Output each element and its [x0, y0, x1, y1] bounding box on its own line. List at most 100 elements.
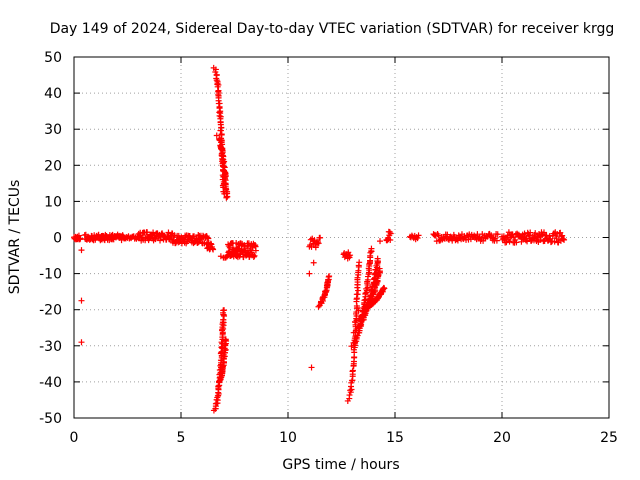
- data-point: [560, 236, 567, 243]
- data-point: [218, 344, 225, 351]
- x-tick-label: 5: [177, 430, 186, 446]
- data-point: [356, 259, 363, 266]
- x-tick-label: 0: [70, 430, 79, 446]
- data-point: [493, 237, 500, 244]
- data-point: [236, 246, 243, 253]
- data-point: [380, 284, 387, 291]
- y-tick-label: 10: [44, 194, 62, 210]
- data-point: [165, 229, 172, 236]
- y-tick-label: -10: [39, 267, 62, 283]
- x-axis-label: GPS time / hours: [282, 457, 399, 473]
- data-point: [435, 232, 442, 239]
- data-points: [71, 64, 568, 414]
- data-point: [374, 255, 381, 262]
- y-axis-label: SDTVAR / TECUs: [7, 180, 23, 295]
- data-point: [377, 238, 384, 245]
- data-point: [216, 112, 223, 119]
- data-point: [350, 329, 357, 336]
- x-tick-labels: 0 5 10 15 20 25: [70, 430, 618, 446]
- data-point: [494, 231, 501, 238]
- data-point: [221, 307, 228, 314]
- y-tick-label: 40: [44, 86, 62, 102]
- data-point: [215, 383, 222, 390]
- data-point: [351, 339, 358, 346]
- data-point: [521, 230, 528, 237]
- data-point: [314, 239, 321, 246]
- data-point: [218, 339, 225, 346]
- data-point: [310, 259, 317, 266]
- data-point: [561, 236, 568, 243]
- data-point: [322, 288, 329, 295]
- data-point: [349, 367, 356, 374]
- data-point: [387, 237, 394, 244]
- data-point: [224, 193, 231, 200]
- data-point: [415, 232, 422, 239]
- data-point: [351, 318, 358, 325]
- data-point: [222, 336, 229, 343]
- y-tick-label: -40: [39, 375, 62, 391]
- data-point: [348, 343, 355, 350]
- data-point: [355, 287, 362, 294]
- data-point: [506, 238, 513, 245]
- data-point: [210, 246, 217, 253]
- data-point: [144, 229, 151, 236]
- data-point: [175, 239, 182, 246]
- data-point: [252, 247, 259, 254]
- y-tick-label: 50: [44, 50, 62, 66]
- data-point: [315, 240, 322, 247]
- data-point: [78, 339, 85, 346]
- data-point: [204, 234, 211, 241]
- data-point: [537, 236, 544, 243]
- x-tick-label: 10: [279, 430, 297, 446]
- data-point: [150, 229, 157, 236]
- data-point: [306, 270, 313, 277]
- data-point: [347, 252, 354, 259]
- data-point: [215, 100, 222, 107]
- data-point: [195, 232, 202, 239]
- data-point: [525, 232, 532, 239]
- data-point: [387, 230, 394, 237]
- y-tick-label: 20: [44, 158, 62, 174]
- data-point: [78, 297, 85, 304]
- data-point: [223, 194, 230, 201]
- data-point: [221, 158, 228, 165]
- x-tick-label: 15: [386, 430, 404, 446]
- data-point: [312, 244, 319, 251]
- chart-title: Day 149 of 2024, Sidereal Day-to-day VTE…: [50, 21, 615, 37]
- data-point: [551, 238, 558, 245]
- data-point: [414, 235, 421, 242]
- data-point: [358, 321, 365, 328]
- data-point: [346, 392, 353, 399]
- data-point: [347, 387, 354, 394]
- data-point: [250, 253, 257, 260]
- data-point: [354, 274, 361, 281]
- x-tick-label: 25: [600, 430, 618, 446]
- data-point: [213, 132, 220, 139]
- data-point: [200, 233, 207, 240]
- axis-ticks: [73, 56, 610, 419]
- x-tick-label: 20: [493, 430, 511, 446]
- data-point: [376, 265, 383, 272]
- data-point: [315, 303, 322, 310]
- y-tick-labels: -50 -40 -30 -20 -10 0 10 20 30 40 50: [39, 50, 62, 427]
- data-point: [559, 232, 566, 239]
- data-point: [196, 236, 203, 243]
- data-point: [326, 273, 333, 280]
- data-point: [308, 364, 315, 371]
- data-point: [532, 230, 539, 237]
- data-point: [78, 247, 85, 254]
- data-point: [217, 127, 224, 134]
- data-point: [527, 229, 534, 236]
- y-tick-label: 0: [53, 231, 62, 247]
- data-point: [220, 316, 227, 323]
- y-tick-label: -50: [39, 411, 62, 427]
- data-point: [317, 234, 324, 241]
- data-point: [513, 239, 520, 246]
- y-tick-label: -20: [39, 303, 62, 319]
- y-tick-label: -30: [39, 339, 62, 355]
- data-point: [375, 272, 382, 279]
- data-point: [251, 252, 258, 259]
- y-tick-label: 30: [44, 122, 62, 138]
- data-point: [368, 245, 375, 252]
